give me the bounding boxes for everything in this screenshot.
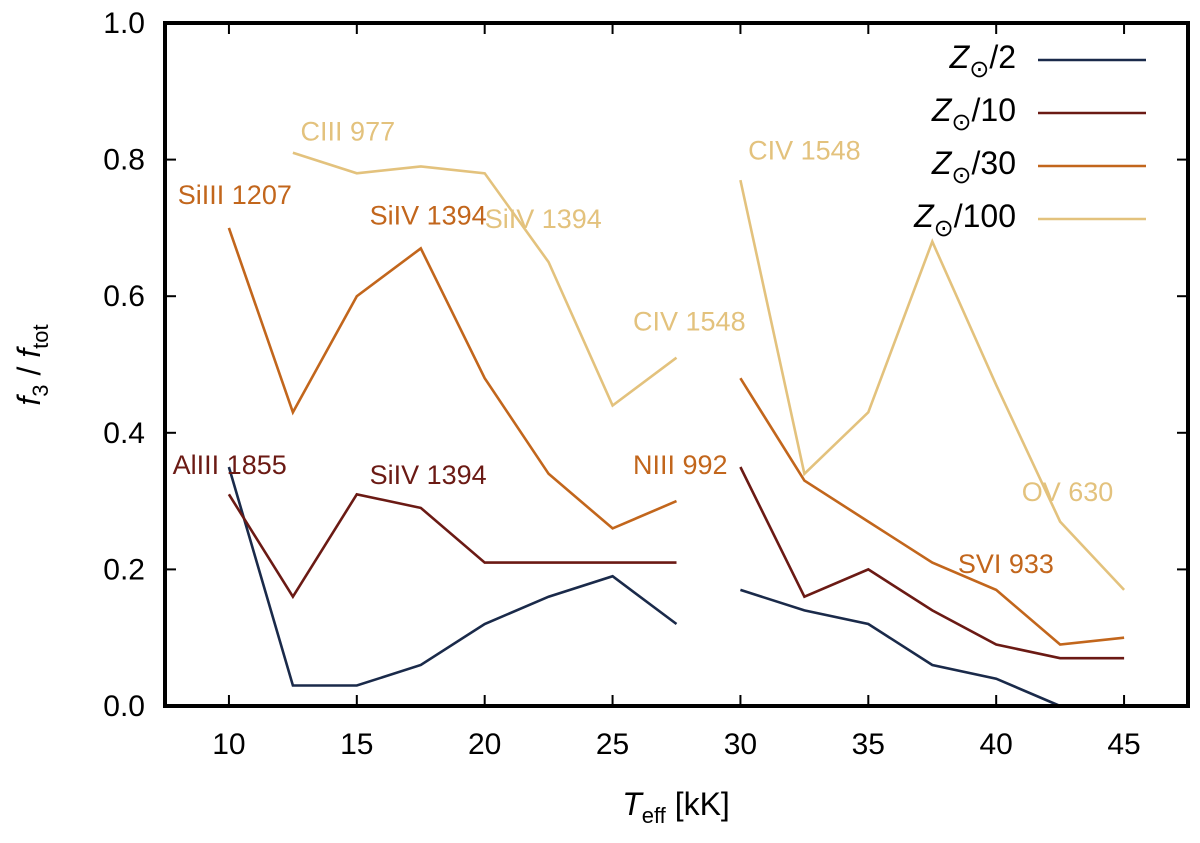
- y-tick-label: 1.0: [103, 7, 145, 40]
- y-tick-label: 0.2: [103, 553, 145, 586]
- series-line-1-segment-1: [227, 466, 678, 687]
- y-tick-label: 0.6: [103, 280, 145, 313]
- annotation-label: AlIII 1855: [173, 450, 287, 480]
- y-tick-label: 0.8: [103, 144, 145, 177]
- x-tick-label: 25: [596, 728, 629, 761]
- annotation-label: SiIV 1394: [370, 200, 487, 230]
- annotation-label: CIV 1548: [748, 136, 861, 166]
- legend-label-2: Z⊙/10: [931, 92, 1016, 136]
- x-tick-label: 20: [468, 728, 501, 761]
- series-line-3-segment-2: [739, 377, 1125, 646]
- annotation-label: CIV 1548: [633, 306, 746, 336]
- x-axis-title: Teff [kK]: [622, 786, 730, 828]
- annotation-label: CIII 977: [301, 116, 396, 146]
- annotation-label: SiIII 1207: [178, 180, 292, 210]
- plot-frame: [163, 21, 1190, 708]
- series-line-2-segment-2: [739, 466, 1125, 660]
- x-tick-label: 10: [212, 728, 245, 761]
- axis-ticks: 10 15 20 25 30 35 40 45 0.0 0.2 0.4 0.6 0.8 1.0: [103, 7, 1188, 761]
- y-tick-label: 0.0: [103, 690, 145, 723]
- x-tick-label: 30: [724, 728, 757, 761]
- series-line-2-segment-1: [227, 492, 677, 600]
- annotation-label: SiIV 1394: [485, 204, 602, 234]
- annotation-label: OV 630: [1022, 477, 1114, 507]
- y-tick-label: 0.4: [103, 417, 145, 450]
- x-tick-label: 35: [852, 728, 885, 761]
- legend-label-4: Z⊙/100: [913, 198, 1016, 242]
- x-tick-label: 45: [1107, 728, 1140, 761]
- annotation-label: NIII 992: [633, 450, 728, 480]
- series-line-4-segment-1: [292, 151, 678, 408]
- annotation-label: SVI 933: [958, 549, 1054, 579]
- legend-label-3: Z⊙/30: [931, 145, 1016, 189]
- series-line-1-segment-2: [740, 588, 1061, 708]
- line-annotations: CIII 977 CIV 1548 SiIV 1394 CIV 1548 OV 630 S…: [173, 116, 1114, 578]
- data-series: [227, 151, 1126, 708]
- series-line-3-segment-1: [227, 227, 678, 530]
- legend: Z⊙/2 Z⊙/10 Z⊙/30 Z⊙/100: [913, 39, 1146, 242]
- annotation-label: SiIV 1394: [370, 460, 487, 490]
- legend-label-1: Z⊙/2: [949, 39, 1016, 83]
- x-tick-label: 40: [980, 728, 1013, 761]
- x-tick-label: 15: [340, 728, 373, 761]
- series-line-4-segment-2: [739, 179, 1126, 591]
